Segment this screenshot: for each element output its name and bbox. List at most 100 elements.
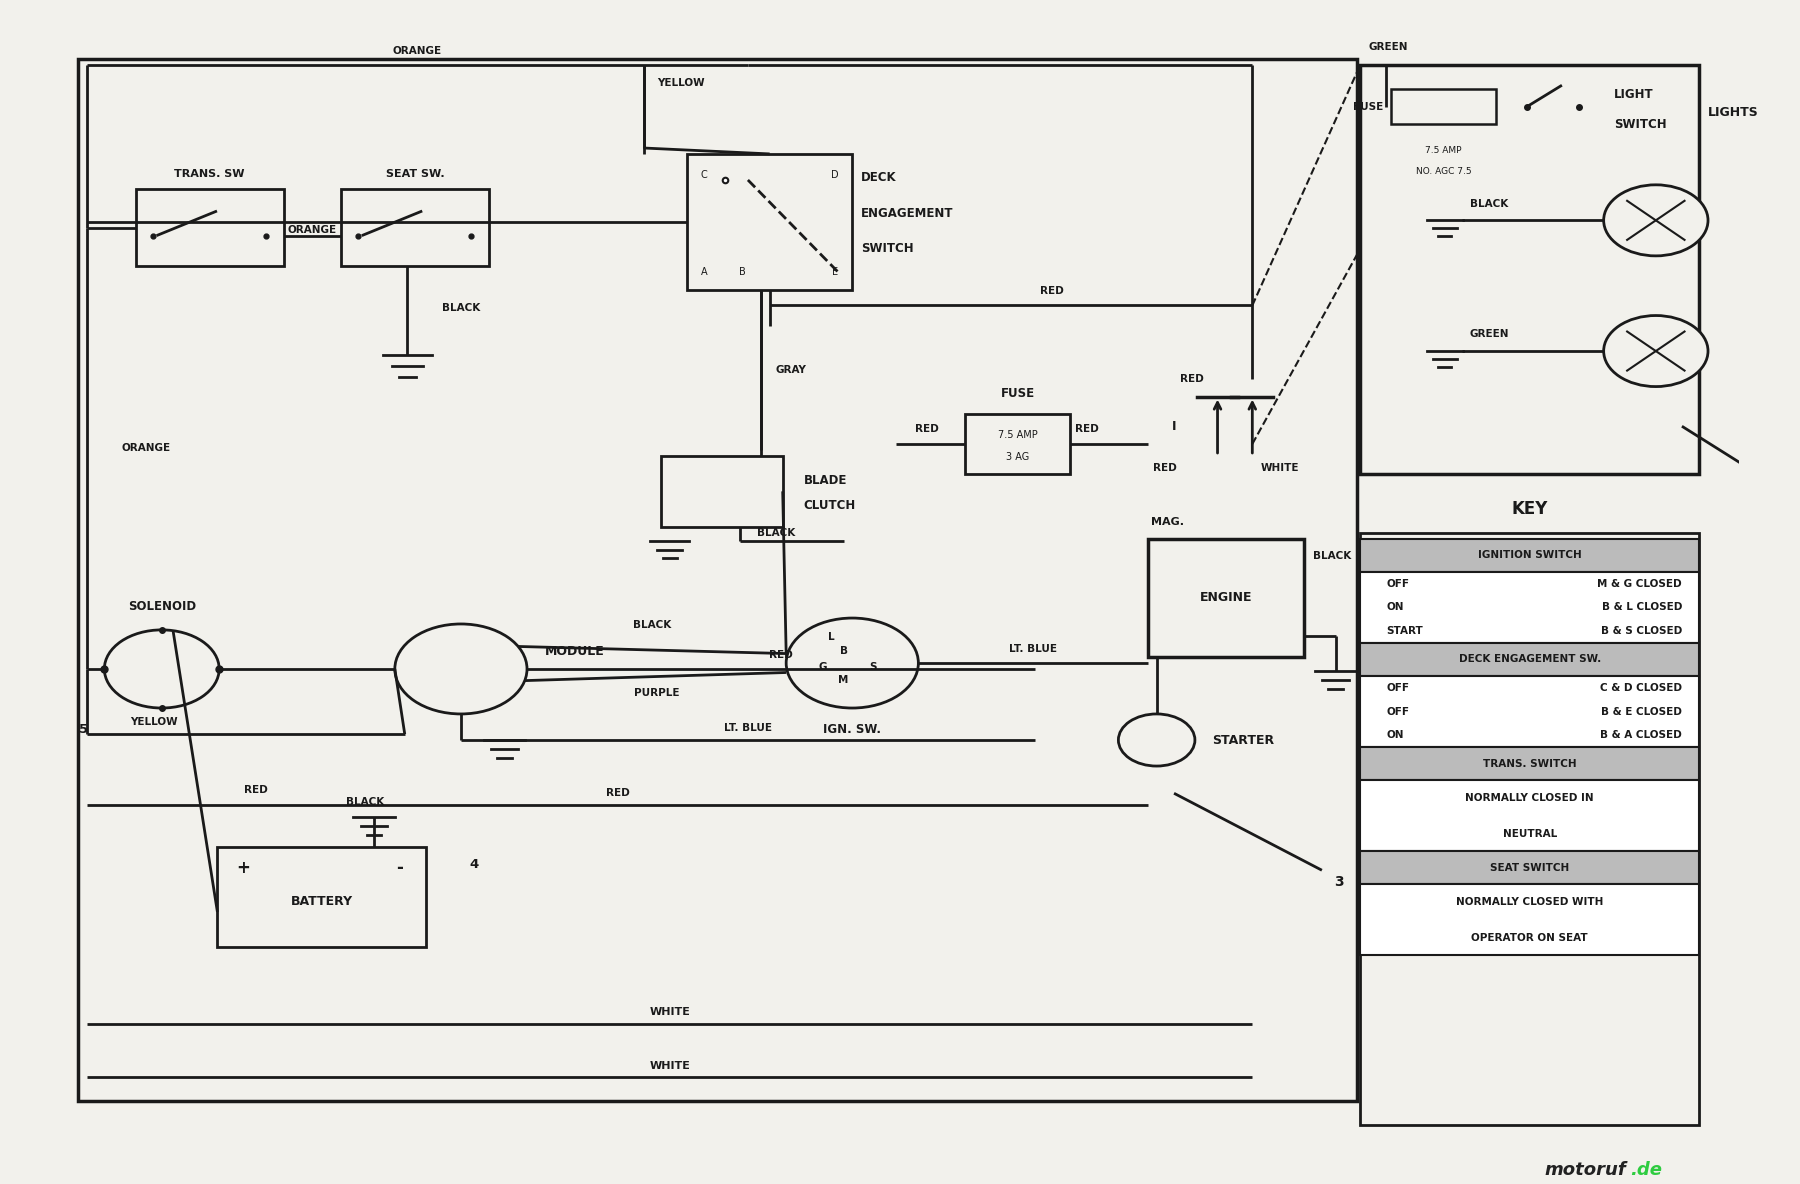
- Text: BLACK: BLACK: [346, 797, 385, 806]
- Text: BLACK: BLACK: [443, 303, 481, 313]
- Bar: [1361, 747, 1699, 780]
- Text: RED: RED: [769, 650, 792, 659]
- Text: MODULE: MODULE: [544, 645, 605, 657]
- Text: B & S CLOSED: B & S CLOSED: [1600, 626, 1681, 636]
- Text: ORANGE: ORANGE: [392, 46, 443, 56]
- Text: M: M: [839, 675, 850, 684]
- Text: A: A: [700, 268, 707, 277]
- Text: NEUTRAL: NEUTRAL: [1503, 829, 1557, 838]
- Text: LT. BLUE: LT. BLUE: [724, 723, 772, 733]
- Bar: [1361, 780, 1699, 851]
- Text: B & L CLOSED: B & L CLOSED: [1602, 603, 1681, 612]
- Text: IGNITION SWITCH: IGNITION SWITCH: [1478, 551, 1582, 560]
- Text: FUSE: FUSE: [1001, 387, 1035, 399]
- Text: LIGHTS: LIGHTS: [1708, 107, 1759, 118]
- Text: S: S: [869, 662, 877, 671]
- Text: OPERATOR ON SEAT: OPERATOR ON SEAT: [1471, 933, 1588, 942]
- Text: BLADE: BLADE: [803, 475, 848, 487]
- Text: GREEN: GREEN: [1368, 43, 1408, 52]
- Text: KEY: KEY: [1512, 500, 1548, 519]
- Text: RED: RED: [914, 424, 940, 433]
- Text: +: +: [236, 858, 250, 877]
- Bar: [1361, 65, 1699, 474]
- Text: 7.5 AMP: 7.5 AMP: [1426, 146, 1462, 155]
- Bar: [1361, 851, 1699, 884]
- Text: RED: RED: [1179, 374, 1204, 384]
- Text: BLACK: BLACK: [1471, 199, 1508, 208]
- Text: B & A CLOSED: B & A CLOSED: [1600, 731, 1681, 740]
- Circle shape: [394, 624, 527, 714]
- Text: WHITE: WHITE: [650, 1008, 689, 1017]
- Bar: [965, 414, 1069, 474]
- Text: START: START: [1386, 626, 1424, 636]
- Text: motoruf: motoruf: [1544, 1160, 1625, 1179]
- Text: RED: RED: [243, 785, 266, 796]
- Text: 4: 4: [470, 858, 479, 870]
- Text: GREEN: GREEN: [1469, 329, 1508, 340]
- Text: -: -: [396, 858, 403, 877]
- Text: OFF: OFF: [1386, 683, 1409, 693]
- Text: B: B: [839, 646, 848, 656]
- Text: ON: ON: [1386, 603, 1404, 612]
- Text: ENGAGEMENT: ENGAGEMENT: [860, 207, 954, 219]
- Text: C: C: [700, 170, 707, 180]
- Text: GRAY: GRAY: [776, 365, 806, 375]
- Bar: [1361, 572, 1699, 643]
- Text: SEAT SW.: SEAT SW.: [385, 169, 445, 179]
- Text: ENGINE: ENGINE: [1201, 592, 1253, 604]
- Text: E: E: [832, 268, 839, 277]
- Circle shape: [104, 630, 220, 708]
- Text: STARTER: STARTER: [1213, 734, 1274, 746]
- Text: WHITE: WHITE: [1262, 463, 1300, 472]
- Text: OFF: OFF: [1386, 579, 1409, 588]
- Bar: [688, 154, 851, 290]
- Bar: [1361, 539, 1699, 572]
- Text: CLUTCH: CLUTCH: [803, 500, 855, 511]
- Circle shape: [1118, 714, 1195, 766]
- Text: LT. BLUE: LT. BLUE: [1010, 644, 1057, 654]
- Text: BLACK: BLACK: [758, 528, 796, 538]
- Text: SWITCH: SWITCH: [1615, 118, 1667, 130]
- Text: PURPLE: PURPLE: [634, 688, 679, 697]
- Text: NO. AGC 7.5: NO. AGC 7.5: [1417, 167, 1471, 176]
- Text: MAG.: MAG.: [1152, 517, 1184, 527]
- Text: YELLOW: YELLOW: [657, 78, 706, 88]
- Text: NORMALLY CLOSED WITH: NORMALLY CLOSED WITH: [1456, 897, 1604, 907]
- Bar: [1148, 539, 1305, 657]
- Text: B & E CLOSED: B & E CLOSED: [1600, 707, 1681, 716]
- Bar: [661, 456, 783, 527]
- Text: I: I: [1172, 420, 1175, 432]
- Text: RED: RED: [1154, 463, 1177, 472]
- Text: ON: ON: [1386, 731, 1404, 740]
- Text: SEAT SWITCH: SEAT SWITCH: [1490, 863, 1570, 873]
- Text: RED: RED: [1075, 424, 1100, 433]
- Text: FUSE: FUSE: [1352, 102, 1382, 111]
- Bar: [1361, 643, 1699, 676]
- Text: RED: RED: [605, 789, 630, 798]
- Bar: [218, 847, 427, 947]
- Text: D: D: [832, 170, 839, 180]
- Text: WHITE: WHITE: [650, 1061, 689, 1070]
- Text: TRANS. SW: TRANS. SW: [175, 169, 245, 179]
- Text: BATTERY: BATTERY: [292, 895, 353, 908]
- Text: 5: 5: [79, 723, 88, 735]
- Text: ORANGE: ORANGE: [288, 225, 337, 234]
- Text: 3 AG: 3 AG: [1006, 452, 1030, 462]
- Bar: [135, 189, 284, 266]
- Text: OFF: OFF: [1386, 707, 1409, 716]
- Bar: [1361, 884, 1699, 955]
- Text: YELLOW: YELLOW: [130, 718, 178, 727]
- Text: LIGHT: LIGHT: [1615, 89, 1654, 101]
- Text: RED: RED: [1040, 287, 1064, 296]
- Circle shape: [787, 618, 918, 708]
- Bar: [77, 59, 1357, 1101]
- Bar: [1391, 89, 1496, 124]
- Text: NORMALLY CLOSED IN: NORMALLY CLOSED IN: [1465, 793, 1595, 803]
- Text: 3: 3: [1334, 875, 1345, 889]
- Text: SWITCH: SWITCH: [860, 243, 914, 255]
- Text: G: G: [819, 662, 826, 671]
- Text: DECK ENGAGEMENT SW.: DECK ENGAGEMENT SW.: [1458, 655, 1600, 664]
- Text: ORANGE: ORANGE: [122, 444, 171, 453]
- Text: BLACK: BLACK: [634, 620, 671, 630]
- Text: B: B: [740, 268, 745, 277]
